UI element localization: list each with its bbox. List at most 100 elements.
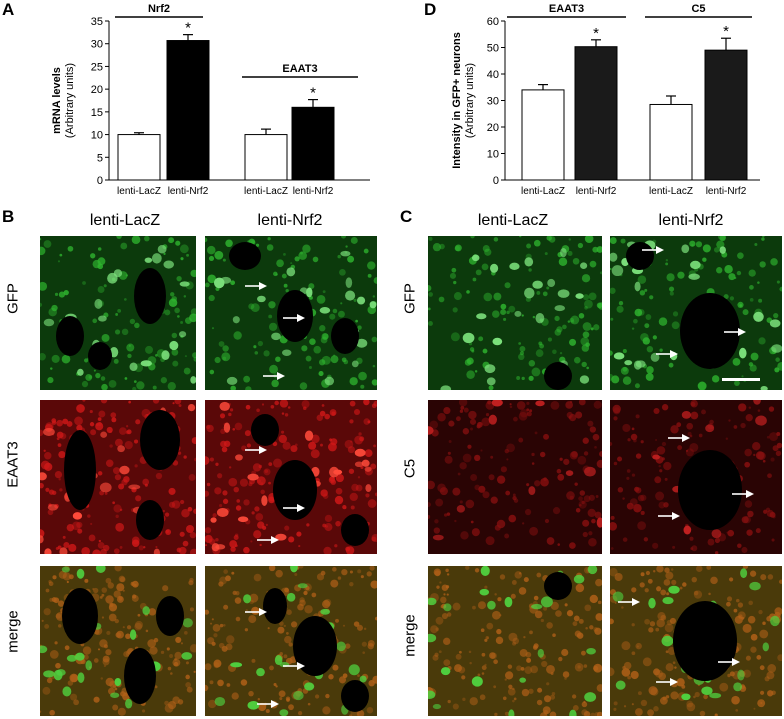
tissue-texture	[490, 455, 494, 459]
cell-body	[210, 517, 217, 523]
tissue-texture	[59, 253, 63, 257]
tissue-texture	[757, 699, 766, 708]
panel-letter-a: A	[2, 0, 15, 19]
tissue-texture	[543, 606, 548, 611]
tissue-texture	[723, 294, 729, 300]
cell-body	[237, 516, 249, 523]
tissue-texture	[251, 511, 255, 515]
arrow-head	[297, 662, 305, 670]
micrograph-tile	[40, 400, 196, 554]
tissue-texture	[759, 261, 766, 268]
tissue-texture	[534, 480, 541, 487]
tissue-texture	[739, 304, 743, 307]
tissue-texture	[636, 645, 639, 648]
tissue-texture	[753, 453, 756, 457]
tissue-texture	[589, 426, 597, 433]
tissue-texture	[316, 573, 325, 581]
tissue-texture	[434, 652, 439, 657]
tissue-texture	[186, 253, 190, 257]
tissue-texture	[474, 454, 481, 462]
tissue-texture	[714, 551, 719, 554]
tissue-texture	[320, 489, 328, 497]
cell-body	[681, 244, 690, 254]
tissue-texture	[663, 502, 669, 508]
tissue-texture	[581, 361, 587, 368]
tissue-texture	[581, 344, 590, 352]
tissue-texture	[737, 543, 742, 548]
y-axis-sublabel: (Arbitrary units)	[464, 63, 476, 138]
tissue-texture	[40, 302, 43, 307]
tissue-texture	[635, 642, 642, 650]
tissue-texture	[706, 566, 712, 570]
tissue-texture	[462, 428, 470, 435]
tissue-texture	[95, 422, 104, 431]
tissue-texture	[239, 478, 249, 487]
tissue-texture	[296, 531, 302, 537]
tissue-texture	[191, 437, 196, 445]
tissue-texture	[596, 684, 602, 692]
tissue-texture	[81, 546, 91, 554]
bar	[521, 89, 565, 181]
cell-body	[537, 648, 544, 658]
tissue-texture	[455, 416, 461, 422]
tissue-texture	[512, 495, 517, 501]
tissue-texture	[211, 618, 214, 621]
cell-body	[705, 424, 715, 433]
tissue-texture	[758, 298, 763, 303]
arrow-icon	[283, 314, 305, 322]
tissue-texture	[589, 594, 598, 604]
tissue-texture	[435, 627, 440, 631]
tissue-texture	[133, 380, 137, 384]
tissue-texture	[710, 576, 718, 585]
tissue-texture	[371, 379, 377, 386]
tissue-texture	[283, 654, 288, 659]
tissue-texture	[660, 696, 668, 705]
tissue-texture	[349, 377, 358, 386]
tissue-texture	[459, 409, 464, 413]
tissue-texture	[523, 636, 526, 639]
tissue-texture	[142, 478, 150, 486]
panel-letter-b: B	[2, 207, 15, 226]
cell-body	[560, 247, 567, 258]
arrow-head	[656, 246, 664, 254]
tissue-texture	[263, 350, 270, 357]
tissue-texture	[102, 655, 110, 663]
tissue-texture	[236, 499, 241, 503]
cell-body	[274, 654, 283, 666]
tissue-texture	[639, 290, 646, 296]
x-tick-label: lenti-Nrf2	[576, 186, 617, 197]
cell-body	[257, 295, 266, 303]
tissue-texture	[83, 654, 89, 660]
tissue-texture	[459, 462, 467, 470]
tissue-texture	[302, 244, 311, 253]
tissue-texture	[206, 424, 214, 433]
tissue-texture	[358, 371, 367, 381]
tissue-texture	[160, 377, 167, 384]
c-col-lenti-nrf2: lenti-Nrf2	[658, 212, 724, 229]
tissue-texture	[562, 324, 567, 330]
micrograph-tile	[428, 400, 602, 554]
cell-body	[169, 340, 179, 351]
tissue-texture	[479, 694, 486, 701]
vessel-void	[156, 596, 184, 636]
tissue-texture	[260, 489, 265, 495]
tissue-texture	[154, 685, 158, 689]
tissue-texture	[187, 506, 193, 512]
tissue-texture	[454, 244, 462, 252]
tissue-texture	[492, 310, 500, 318]
cell-body	[354, 448, 366, 457]
cell-body	[215, 544, 226, 550]
tissue-texture	[630, 433, 638, 441]
tissue-texture	[332, 567, 337, 572]
tissue-texture	[618, 301, 624, 306]
tissue-texture	[757, 409, 761, 412]
tissue-texture	[349, 570, 353, 574]
tissue-texture	[205, 609, 210, 615]
tissue-texture	[748, 600, 754, 606]
tissue-texture	[259, 543, 262, 547]
tissue-texture	[508, 632, 518, 642]
micrograph-tile	[205, 236, 377, 390]
tissue-texture	[126, 429, 132, 435]
tissue-texture	[614, 572, 623, 582]
tissue-texture	[188, 474, 196, 481]
